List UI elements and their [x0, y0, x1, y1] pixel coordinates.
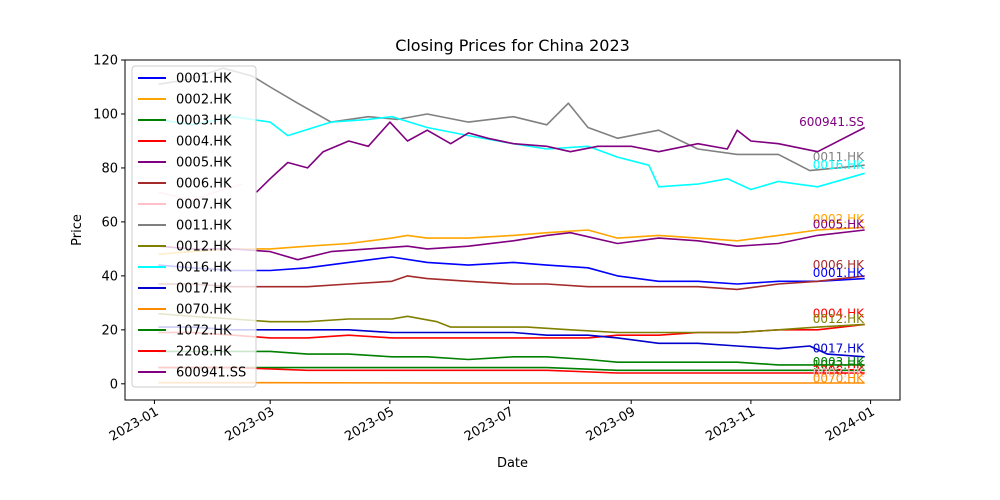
- legend-entry-label: 0012.HK: [176, 240, 232, 255]
- plot-area-frame: [124, 59, 901, 401]
- series-line-0011-hk: [158, 67, 865, 172]
- end-label: 0070.HK: [813, 371, 865, 385]
- legend-entry-label: 0017.HK: [176, 282, 232, 297]
- y-tick-label: 80: [101, 161, 118, 176]
- legend: 0001.HK 0002.HK 0003.HK 0004.HK 0005.HK 0006.…: [131, 65, 257, 388]
- legend-entry-label: 0003.HK: [176, 114, 232, 129]
- y-tick-label: 100: [93, 107, 118, 122]
- legend-entry-label: 2208.HK: [176, 345, 232, 360]
- chart-title: Closing Prices for China 2023: [395, 36, 630, 55]
- legend-entry-label: 0002.HK: [176, 93, 232, 108]
- series-line-0016-hk: [158, 115, 865, 191]
- end-label: 0007.HK: [813, 366, 865, 380]
- end-label: 0017.HK: [813, 342, 865, 356]
- series-line-0003-hk: [158, 350, 865, 366]
- end-label: 600941.SS: [799, 115, 864, 129]
- series-line-0006-hk: [158, 275, 865, 291]
- legend-box: [131, 65, 257, 388]
- series-line-0001-hk: [158, 256, 865, 285]
- y-tick-label: 0: [110, 377, 118, 392]
- end-label: 0004.HK: [813, 307, 865, 321]
- end-label: 0016.HK: [813, 158, 865, 172]
- legend-entry-label: 0004.HK: [176, 135, 232, 150]
- legend-entry-label: 0070.HK: [176, 303, 232, 318]
- y-tick-label: 20: [101, 323, 118, 338]
- legend-entry-label: 0005.HK: [176, 156, 232, 171]
- series-line-0005-hk: [158, 229, 865, 261]
- end-label: 0006.HK: [813, 258, 865, 272]
- legend-entry-label: 0007.HK: [176, 198, 232, 213]
- series-line-600941-ss: [255, 121, 866, 193]
- y-tick-label: 40: [101, 269, 118, 284]
- legend-entry-label: 0001.HK: [176, 72, 232, 87]
- series-line-1072-hk: [158, 366, 865, 372]
- end-label: 0001.HK: [813, 266, 865, 280]
- legend-entry-label: 0016.HK: [176, 261, 232, 276]
- end-label: 0011.HK: [813, 150, 865, 164]
- series-line-0017-hk: [158, 326, 865, 358]
- legend-entry-label: 0006.HK: [176, 177, 232, 192]
- x-axis-label: Date: [497, 456, 528, 471]
- legend-entry-label: 0011.HK: [176, 219, 232, 234]
- end-label: 0005.HK: [813, 218, 865, 232]
- end-label: 0012.HK: [813, 312, 865, 326]
- end-label: 1072.HK: [813, 358, 865, 372]
- y-tick-label: 120: [93, 54, 118, 69]
- series-line-0002-hk: [158, 226, 865, 256]
- y-axis-label: Price: [70, 214, 85, 246]
- end-label: 0003.HK: [813, 355, 865, 369]
- end-label: 2208.HK: [813, 363, 865, 377]
- series-line-0012-hk: [158, 312, 865, 334]
- legend-entry-label: 600941.SS: [176, 366, 246, 381]
- y-axis: 0 20 40 60 80 100 120: [93, 54, 125, 392]
- end-label: 0002.HK: [813, 212, 865, 226]
- y-tick-label: 60: [101, 215, 118, 230]
- series-line-2208-hk: [158, 366, 865, 374]
- legend-entry-label: 1072.HK: [176, 324, 232, 339]
